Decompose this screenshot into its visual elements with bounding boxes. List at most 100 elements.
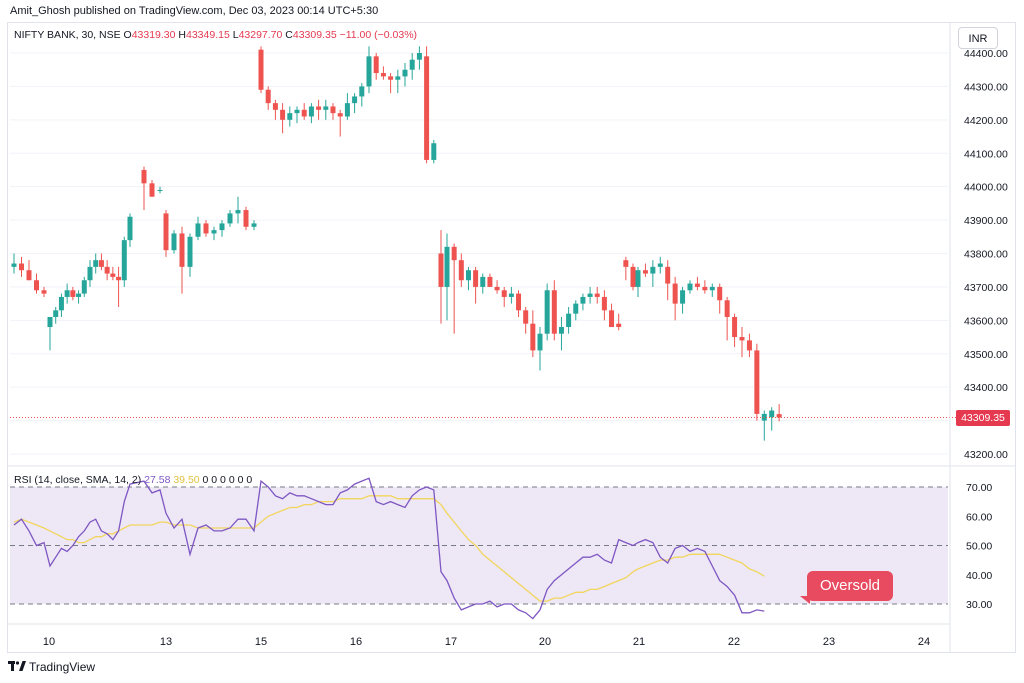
last-price-label: 43309.35 [956,410,1010,426]
candle-body [732,316,738,338]
candle-body [694,283,700,287]
candle-body [665,266,671,284]
candle-body [26,270,32,281]
candle-body [235,210,241,214]
candle-body [746,340,752,351]
candle-body [344,103,350,117]
candle-body [258,49,264,90]
candle-body [650,266,656,274]
candle-body [11,263,17,267]
rsi-tick-label: 50.00 [966,541,992,553]
candle-body [116,276,122,281]
candle-body [58,296,64,311]
candle-body [523,310,529,324]
candle-body [587,293,593,297]
rsi-legend-value: 27.58 [144,474,171,486]
candle-body [104,266,110,274]
rsi-tick-label: 60.00 [966,511,992,523]
oversold-callout-pointer [800,596,810,604]
legend-high: 43349.15 [186,29,230,41]
main-legend: NIFTY BANK, 30, NSE O43319.30 H43349.15 … [14,29,417,41]
price-tick-label: 44100.00 [964,148,1008,160]
candle-body [594,293,600,297]
price-tick-label: 44200.00 [964,115,1008,127]
candle-body [373,56,379,74]
time-tick-label: 21 [633,636,645,648]
price-axis: 44400.00 44300.00 44200.00 44100.00 44000.00… [964,48,1008,461]
candle-body [76,293,82,297]
candle-body [702,286,708,291]
candle-body [616,323,622,328]
candle-body [195,223,201,237]
candle-body [642,270,648,274]
candles-group [11,46,782,441]
candle-body [265,89,271,104]
candle-body [508,293,514,297]
price-tick-label: 43700.00 [964,282,1008,294]
candle-body [203,223,209,234]
candle-body [544,290,550,334]
candle-body [316,106,322,110]
legend-low: 43297.70 [238,29,283,41]
price-tick-label: 43900.00 [964,215,1008,227]
time-tick-label: 20 [539,636,551,648]
candle-body [243,210,249,227]
price-tick-label: 43800.00 [964,249,1008,261]
candle-body [451,246,457,261]
candle-body [127,216,133,241]
rsi-line [13,477,765,620]
candle-body [149,183,155,197]
candle-body [739,337,745,341]
candle-body [308,106,314,117]
candle-body [388,76,394,80]
legend-change: −11.00 (−0.03%) [339,29,418,41]
legend-symbol: NIFTY BANK, 30, NSE [14,29,121,41]
candle-body [287,113,293,120]
candle-body [566,313,572,328]
candle-body [163,213,169,251]
candle-body [717,286,723,301]
rsi-legend: RSI (14, close, SMA, 14, 2) 27.58 39.50 … [14,474,252,486]
candle-body [70,290,76,297]
candle-body [657,263,663,267]
candle-body [516,293,522,311]
candle-body [558,327,564,334]
candle-body [227,213,233,224]
price-tick-label: 44400.00 [964,48,1008,60]
candle-body [687,283,693,291]
candle-body [480,276,486,287]
candle-body [487,276,493,287]
candle-body [187,236,193,267]
published-caption: Amit_Ghosh published on TradingView.com,… [10,5,379,17]
candle-body [272,103,278,110]
candle-body [359,86,365,97]
tradingview-brand: TradingView [29,660,96,674]
time-tick-label: 17 [445,636,457,648]
candle-body [219,223,225,231]
time-tick-label: 24 [918,636,930,648]
rsi-legend-extras: 0 0 0 0 0 0 [202,474,253,486]
main-grid [10,52,948,455]
candle-body [580,296,586,304]
time-tick-label: 10 [43,636,55,648]
candle-body [47,316,53,328]
currency-button[interactable]: INR [958,27,998,49]
candle-body [352,96,358,104]
rsi-tick-label: 30.00 [966,599,992,611]
candle-body [458,260,464,281]
candle-body [416,53,422,60]
price-tick-label: 43400.00 [964,382,1008,394]
candle-body [438,253,444,287]
rsi-tick-label: 40.00 [966,570,992,582]
tradingview-logo[interactable]: TradingView [8,660,95,674]
candle-body [330,106,336,114]
time-tick-label: 13 [160,636,172,648]
candle-body [573,303,579,314]
candle-body [709,286,715,291]
candle-body [724,300,730,317]
rsi-legend-sma: 39.50 [173,474,200,486]
candle-body [424,56,430,160]
candle-body [41,290,47,294]
candle-body [402,69,408,77]
